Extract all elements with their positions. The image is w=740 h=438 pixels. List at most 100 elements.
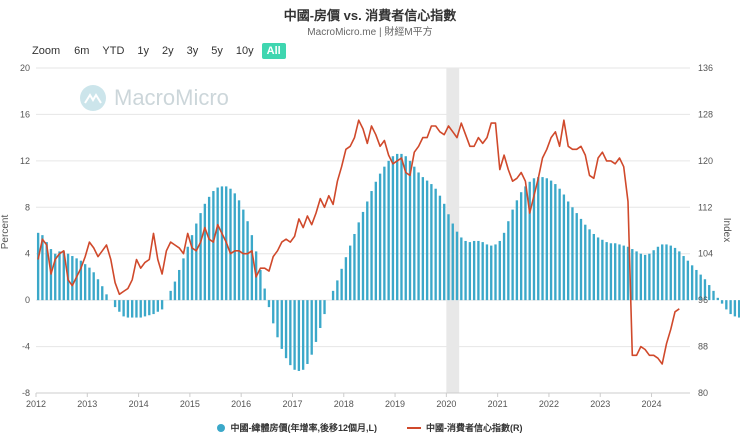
zoom-2y-button[interactable]: 2y [162,45,174,57]
left-tick-label: 4 [25,249,30,259]
bar [507,221,510,301]
bar [596,237,600,301]
bar [122,300,125,317]
bar [652,250,655,301]
bar [400,153,403,301]
bar [532,178,536,301]
bar [609,243,613,301]
bar [267,300,271,308]
bar [549,180,553,301]
bar [477,240,480,301]
left-tick-label: 16 [20,109,30,119]
bar [417,172,420,301]
zoom-6m-button[interactable]: 6m [74,45,90,57]
left-tick-label: -4 [22,342,30,352]
bar [387,160,390,301]
bar [682,256,685,301]
bar [41,235,44,301]
bar [54,253,57,301]
bar [242,209,245,301]
bar [314,300,318,342]
bar [425,180,429,301]
left-tick-label: 0 [25,295,30,305]
zoom-all-button[interactable]: All [261,43,286,59]
bar [648,253,651,301]
bar [421,177,425,301]
bar [404,156,407,301]
legend-line-label: 中國-消費者信心指數(R) [426,423,523,433]
bar [447,214,450,301]
legend-item-line[interactable]: 中國-消費者信心指數(R) [407,421,523,434]
left-tick-label: -8 [22,388,30,398]
zoom-bar: Zoom 6m YTD 1y 2y 3y 5y 10y All [32,43,286,59]
bar [319,300,322,328]
x-tick-label: 2024 [642,399,662,409]
zoom-1y-button[interactable]: 1y [137,45,150,57]
bar [639,253,643,301]
bar [310,300,313,355]
line-series [37,119,680,365]
zoom-ytd-button[interactable]: YTD [102,45,125,57]
zoom-3y-button[interactable]: 3y [186,45,199,57]
bar [75,258,78,301]
x-tick-label: 2021 [488,399,508,409]
bar [716,297,719,301]
bar [246,221,249,301]
bar [481,242,484,301]
bar [690,265,694,301]
bar [558,188,561,301]
bar [678,251,681,301]
legend-bar-label: 中國-緯體房價(年增率,後移12個月,L) [230,423,377,433]
bar [203,203,207,301]
right-tick-label: 128 [698,109,713,119]
bar [592,233,595,301]
bar [96,279,100,301]
x-tick-label: 2013 [77,399,97,409]
bar [618,244,621,301]
legend-item-bar[interactable]: 中國-緯體房價(年增率,後移12個月,L) [217,421,377,434]
bar [301,300,305,370]
x-tick-label: 2022 [539,399,559,409]
x-tick-label: 2012 [26,399,46,409]
bar [703,279,707,301]
right-tick-label: 112 [698,202,712,212]
bar [485,244,489,301]
bar [374,181,377,301]
bar [182,258,185,301]
right-tick-label: 88 [698,342,708,352]
bar [733,300,737,317]
bar [62,251,65,301]
bar [199,213,202,301]
right-axis: 136 128 120 112 104 96 88 80 [698,63,713,398]
bar [567,201,570,301]
bar [148,300,151,316]
x-tick-label: 2018 [334,399,354,409]
bar [105,294,108,301]
bar [357,222,360,301]
bar [460,237,463,301]
bar [601,239,604,301]
bar [673,247,677,301]
zoom-10y-button[interactable]: 10y [235,45,254,57]
bar [293,300,296,370]
bar [349,245,352,301]
bar [297,300,301,371]
bar [366,201,369,301]
bar [408,160,412,301]
zoom-5y-button[interactable]: 5y [211,45,223,57]
bar [391,156,395,301]
consumer-confidence-line [37,119,680,365]
bar [71,256,74,301]
bar [195,223,198,301]
bar [490,245,493,301]
bar [229,188,232,301]
bar [383,166,386,301]
left-tick-label: 20 [20,63,30,73]
bar [571,207,574,301]
right-tick-label: 120 [698,156,713,166]
left-axis: 20 16 12 8 4 0 -4 -8 [20,63,30,398]
bar [579,218,583,301]
x-tick-label: 2015 [180,399,200,409]
bar [353,233,356,301]
bar [554,184,557,301]
